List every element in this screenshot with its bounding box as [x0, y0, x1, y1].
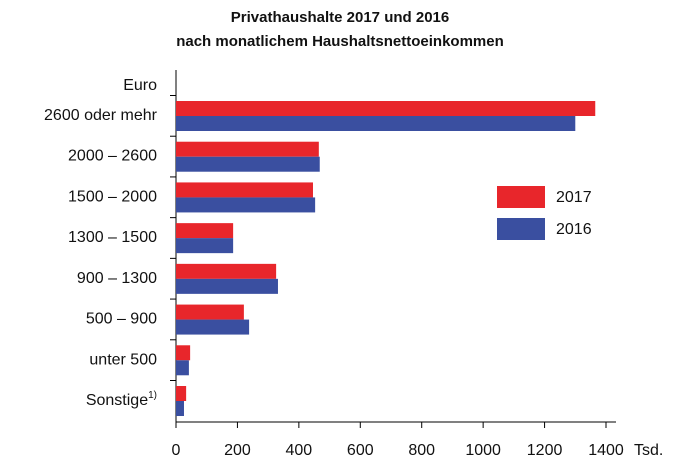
chart-subtitle: nach monatlichem Haushaltsnettoeinkommen — [176, 33, 504, 50]
bar — [176, 182, 313, 198]
category-label: 900 – 1300 — [77, 270, 157, 287]
x-tick-label: 400 — [286, 442, 313, 459]
y-axis-label: Euro — [123, 77, 157, 94]
bar — [176, 141, 319, 157]
x-tick-label: 1200 — [527, 442, 563, 459]
y-tick-label: unter 500 — [89, 352, 157, 369]
bar — [176, 101, 596, 116]
category-label: unter 500 — [89, 352, 157, 369]
y-tick-label: 1300 – 1500 — [68, 229, 157, 246]
bar — [176, 386, 187, 401]
bar — [176, 278, 278, 294]
bar — [176, 223, 234, 239]
legend-swatch — [497, 218, 545, 240]
legend-swatch — [497, 186, 545, 208]
category-label: 1500 – 2000 — [68, 189, 157, 206]
x-axis-label: Tsd. — [634, 442, 663, 459]
legend-label: 2016 — [556, 221, 592, 238]
x-tick-label: 200 — [224, 442, 251, 459]
y-tick-label: 1500 – 2000 — [68, 189, 157, 206]
category-label: Sonstige — [86, 392, 148, 409]
x-tick-label: 600 — [347, 442, 374, 459]
bar — [176, 263, 277, 279]
x-tick-label: 0 — [172, 442, 181, 459]
bar — [176, 401, 184, 416]
bar — [176, 345, 191, 361]
bar — [176, 238, 234, 254]
bar — [176, 197, 316, 213]
y-tick-label: Sonstige1) — [86, 390, 157, 410]
x-tick-label: 1400 — [588, 442, 624, 459]
y-tick-label: 500 – 900 — [86, 311, 157, 328]
x-tick-label: 800 — [408, 442, 435, 459]
y-tick-label: 2000 – 2600 — [68, 148, 157, 165]
category-label: 500 – 900 — [86, 311, 157, 328]
bar — [176, 304, 244, 320]
chart-title: Privathaushalte 2017 und 2016 — [231, 9, 449, 26]
category-label: 2600 oder mehr — [44, 107, 158, 124]
bar — [176, 156, 320, 172]
y-tick-label: 2600 oder mehr — [44, 107, 158, 124]
bar — [176, 116, 576, 131]
category-label: 2000 – 2600 — [68, 148, 157, 165]
x-tick-label: 1000 — [465, 442, 501, 459]
bar — [176, 360, 189, 376]
y-tick-label: 900 – 1300 — [77, 270, 157, 287]
footnote-mark: 1) — [148, 390, 157, 401]
legend-label: 2017 — [556, 189, 592, 206]
bar — [176, 319, 250, 335]
category-label: 1300 – 1500 — [68, 229, 157, 246]
